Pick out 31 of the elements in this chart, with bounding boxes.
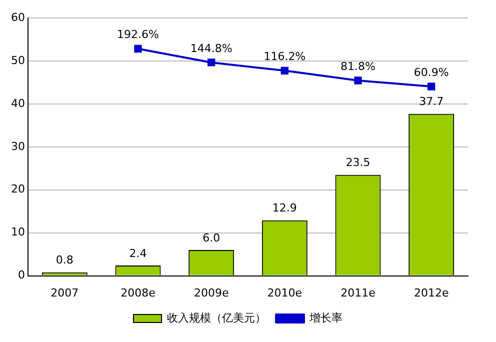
y-tick-label: 30	[10, 140, 25, 153]
point	[280, 66, 288, 74]
x-tick-label: 2008e	[120, 286, 156, 300]
data-label: 116.2%	[264, 50, 306, 64]
data-label: 37.7	[419, 95, 444, 108]
data-label: 2.4	[129, 246, 147, 260]
data-label: 144.8%	[190, 42, 232, 55]
x-tick-label: 2007	[50, 286, 79, 300]
legend-label: 增长率	[308, 311, 342, 324]
data-label: 81.8%	[340, 60, 376, 73]
point	[354, 76, 362, 84]
legend-label: 收入规模（亿美元）	[167, 311, 266, 324]
x-tick-label: 2009e	[194, 286, 229, 300]
x-tick-label: 2012e	[414, 286, 449, 300]
data-label: 23.5	[346, 156, 370, 170]
point	[208, 58, 216, 66]
point	[134, 44, 142, 53]
x-tick-label: 2010e	[267, 286, 302, 300]
x-tick-label: 2011e	[340, 286, 376, 300]
point	[428, 82, 436, 90]
y-tick-label: 0	[18, 268, 25, 282]
data-label: 12.9	[272, 202, 297, 215]
y-tick-label: 10	[10, 226, 25, 239]
data-label: 6.0	[202, 231, 220, 244]
data-label: 0.8	[56, 254, 74, 267]
y-tick-label: 20	[10, 182, 25, 196]
y-tick-label: 50	[10, 54, 25, 67]
data-label: 192.6%	[117, 28, 159, 42]
data-label: 60.9%	[414, 66, 449, 79]
y-tick-label: 40	[10, 96, 25, 110]
y-tick-label: 60	[10, 10, 25, 24]
